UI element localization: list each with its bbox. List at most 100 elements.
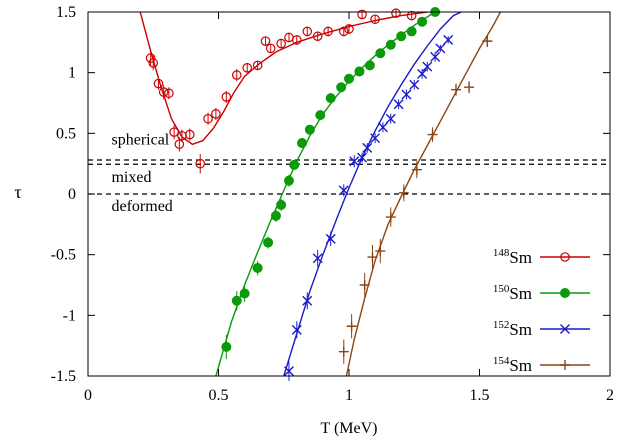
data-point	[221, 90, 232, 103]
x-tick-label: 0.5	[209, 387, 229, 404]
legend-label: 154Sm	[493, 355, 532, 375]
x-tick-label: 1.5	[470, 387, 490, 404]
data-point	[302, 26, 313, 37]
data-points	[145, 7, 493, 381]
data-point	[354, 66, 365, 77]
legend-entry: 150Sm	[493, 283, 590, 303]
region-labels: spherical mixed deformed	[111, 131, 172, 215]
data-point	[289, 159, 300, 170]
data-point	[184, 128, 195, 141]
data-point	[375, 238, 386, 264]
data-point	[265, 43, 276, 54]
legend-label: 152Sm	[493, 319, 532, 339]
data-point	[315, 110, 326, 121]
data-point	[385, 207, 396, 227]
x-axis-label: T (MeV)	[320, 420, 377, 437]
x-tick-label: 2	[606, 387, 614, 404]
fit-curve	[345, 12, 502, 376]
data-point	[283, 361, 294, 381]
data-point	[357, 9, 367, 20]
data-point	[260, 36, 271, 46]
legend-marker	[560, 288, 570, 298]
legend-label: 150Sm	[493, 283, 532, 303]
data-point	[417, 68, 428, 79]
legend-marker	[560, 324, 570, 334]
fit-curves	[139, 12, 502, 376]
legend-marker	[560, 252, 570, 262]
data-point	[406, 10, 417, 21]
data-point	[385, 39, 396, 50]
data-point	[270, 209, 281, 222]
data-point	[148, 55, 159, 71]
data-point	[422, 61, 433, 72]
axes: 0 0.5 1 1.5 2 -1.5 -1 -0.5 0 0.5 1 1.5	[51, 4, 614, 404]
data-point	[252, 60, 263, 71]
data-point	[427, 127, 438, 142]
data-point	[364, 60, 375, 71]
data-point	[359, 272, 370, 298]
y-tick-label: 0.5	[56, 125, 76, 142]
reference-lines	[88, 159, 610, 195]
y-tick-label: -1	[63, 307, 76, 324]
data-point	[377, 122, 388, 133]
data-point	[409, 79, 420, 90]
legend-entry: 148Sm	[493, 247, 590, 267]
data-point	[239, 285, 250, 302]
y-axis-label: τ	[14, 182, 21, 202]
legend-marker	[560, 360, 570, 370]
data-point	[276, 198, 287, 211]
data-point	[385, 113, 396, 124]
data-point	[375, 48, 386, 59]
data-point	[164, 87, 174, 100]
data-point	[338, 184, 349, 197]
data-point	[203, 112, 213, 125]
data-point	[211, 107, 221, 120]
data-point	[344, 73, 354, 84]
data-point	[367, 244, 378, 270]
legend-entry: 152Sm	[493, 319, 590, 339]
marker-shape	[391, 8, 401, 19]
x-tick-label: 1	[345, 387, 353, 404]
data-point	[464, 81, 475, 94]
data-point	[325, 93, 336, 104]
data-point	[451, 83, 462, 96]
data-point	[391, 8, 401, 19]
legend-entry: 154Sm	[493, 355, 590, 375]
data-point	[370, 133, 381, 144]
data-point	[283, 174, 294, 187]
data-point	[221, 334, 232, 360]
region-label: spherical	[111, 131, 169, 148]
data-point	[349, 155, 360, 168]
data-point	[297, 138, 308, 149]
data-point	[482, 35, 493, 48]
data-point	[158, 84, 169, 100]
region-label: mixed	[111, 169, 151, 186]
y-tick-label: -0.5	[51, 247, 76, 264]
data-point	[401, 89, 412, 100]
data-point	[323, 26, 333, 37]
data-point	[325, 231, 336, 247]
data-point	[362, 142, 373, 153]
data-point	[435, 43, 446, 54]
legend-label: 148Sm	[493, 247, 532, 267]
data-point	[393, 99, 404, 110]
x-tick-label: 0	[84, 387, 92, 404]
data-point	[336, 82, 347, 93]
data-point	[398, 184, 409, 202]
data-point	[252, 260, 263, 276]
marker-shape	[370, 14, 380, 25]
marker-shape	[357, 9, 367, 20]
data-point	[276, 38, 286, 49]
legend: 148Sm 150Sm 152Sm 154Sm	[493, 247, 590, 375]
data-point	[338, 26, 349, 37]
marker-shape	[406, 10, 417, 21]
data-point	[417, 16, 428, 27]
data-point	[195, 153, 206, 174]
data-point	[396, 31, 407, 42]
series-points	[283, 34, 454, 381]
y-tick-label: -1.5	[51, 368, 76, 385]
series-points	[338, 35, 493, 364]
marker-shape	[560, 324, 570, 334]
data-point	[145, 50, 156, 66]
marker-shape	[560, 288, 570, 298]
